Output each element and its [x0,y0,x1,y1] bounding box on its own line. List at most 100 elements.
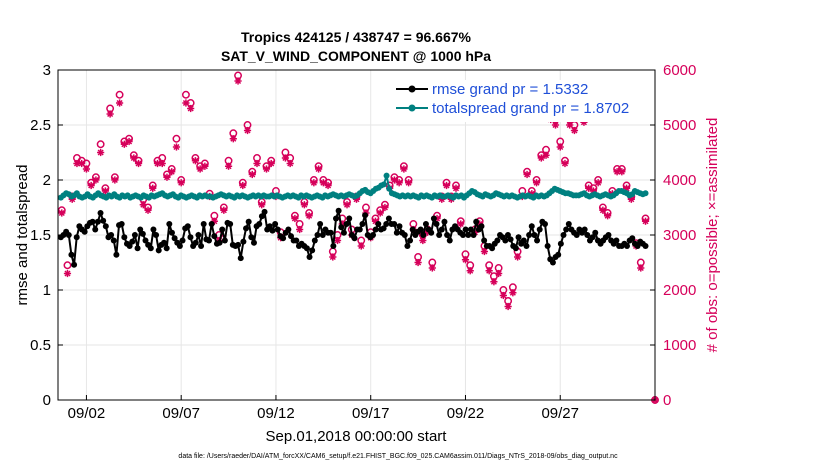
rmse-point [258,213,265,220]
rmse-point [409,226,416,233]
y-right-tick-label: 4000 [663,172,696,189]
y-right-tick-label: 5000 [663,117,696,134]
rmse-point [335,207,342,214]
rmse-point [481,237,488,244]
assimilated-obs-marker [618,168,626,176]
title-line-2: SAT_V_WIND_COMPONENT @ 1000 hPa [221,48,491,64]
rmse-point [642,243,649,249]
rmse-point [557,240,564,247]
assimilated-obs-marker [149,184,157,192]
assimilated-obs-marker [442,181,451,190]
rmse-point [327,229,334,236]
assimilated-obs-marker [490,278,498,286]
rmse-point [613,237,620,244]
rmse-point [219,226,226,233]
rmse-point [581,226,588,233]
rmse-point [319,232,326,238]
rmse-point [507,236,514,243]
assimilated-obs-marker [452,184,460,192]
legend-spread-marker [408,104,416,112]
rmse-point [94,218,101,225]
assimilated-obs-marker [556,143,564,151]
rmse-point [240,238,247,245]
y-left-tick-label: 3 [43,62,51,79]
rmse-point [168,229,175,236]
possible-obs-marker [63,261,72,270]
rmse-point [555,251,562,258]
rmse-point [560,232,567,238]
rmse-point [362,212,369,219]
rmse-point [221,237,228,244]
rmse-point [73,234,80,241]
legend-rmse-marker [408,85,416,93]
rmse-point [176,243,183,249]
assimilated-obs-marker [106,110,114,118]
rmse-point [274,226,281,233]
assimilated-obs-marker [258,201,266,209]
rmse-point [417,226,424,233]
rmse-point [100,217,107,224]
rmse-point [541,221,548,227]
assimilated-obs-marker [196,165,204,173]
assimilated-obs-marker [248,170,256,179]
assimilated-obs-marker [125,137,133,146]
y-right-tick-label: 6000 [663,62,696,79]
rmse-point [179,237,186,244]
totalspread-series [57,172,649,201]
totalspread-point [380,181,387,188]
rmse-point [512,245,519,252]
assimilated-obs-marker [594,179,602,187]
rmse-point [68,251,75,258]
rmse-point [430,215,437,222]
rmse-point [489,245,496,252]
assimilated-obs-marker [134,159,143,168]
rmse-point [330,243,337,249]
assimilated-obs-marker [243,126,252,135]
rmse-point [81,228,88,235]
assimilated-obs-marker [461,256,470,264]
rmse-point [420,232,427,238]
rmse-point [113,251,120,258]
rmse-point [288,233,295,240]
assimilated-obs-marker [381,203,389,212]
rmse-point [502,237,509,244]
assimilated-obs-marker [405,179,413,187]
rmse-point [97,210,104,216]
y-axis-right-label: # of obs: o=possible; ×=assimilated [704,118,721,353]
rmse-point [401,232,408,238]
rmse-point [531,232,538,238]
rmse-point [65,232,72,238]
rmse-point [293,237,300,244]
assimilated-obs-marker [97,148,105,157]
assimilated-obs-marker [400,165,408,173]
assimilated-obs-marker [172,143,181,151]
rmse-point [163,245,170,252]
rmse-point [438,226,445,233]
assimilated-obs-marker [78,159,86,168]
assimilated-obs-marker [390,176,399,184]
rmse-point [589,234,596,241]
rmse-point [198,243,205,249]
assimilated-obs-marker [343,201,351,209]
assimilated-obs-marker [262,165,271,173]
assimilated-obs-marker [201,162,209,170]
assimilated-obs-marker [220,206,228,214]
rmse-point [131,232,138,238]
title-line-1: Tropics 424125 / 438747 = 96.667% [241,29,472,45]
rmse-point [520,237,527,244]
rmse-point [534,237,541,244]
rmse-point [200,221,207,227]
assimilated-obs-marker [153,159,162,168]
x-tick-label: 09/07 [162,405,200,422]
assimilated-obs-marker [296,225,304,234]
assimilated-obs-marker [604,212,612,220]
rmse-point [311,237,318,244]
assimilated-obs-marker [319,179,327,187]
assimilated-obs-marker [281,154,290,162]
rmse-point [126,243,133,249]
legend-spread-label: totalspread grand pr = 1.8702 [432,100,629,117]
rmse-point [563,226,570,233]
rmse-point [444,232,451,238]
y-right-tick-label: 3000 [663,227,696,244]
